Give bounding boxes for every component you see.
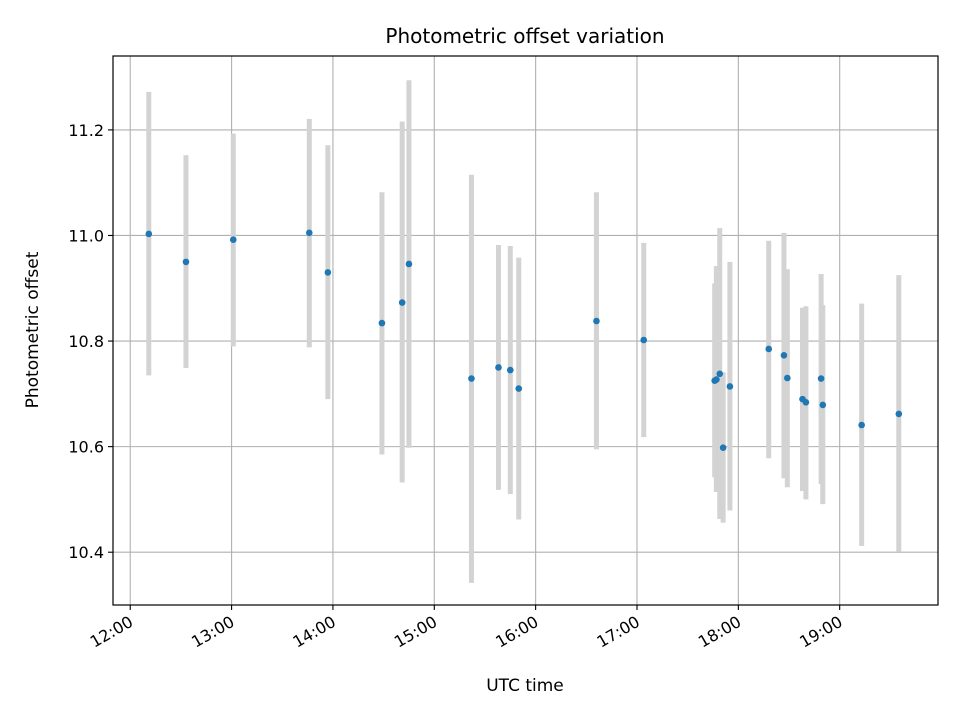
data-point [817,375,825,382]
data-point [182,258,190,266]
data-point [716,370,724,378]
y-tick-label: 11.0 [68,226,104,245]
data-point [784,374,791,382]
data-point [405,260,413,268]
y-tick-label: 10.6 [68,438,104,457]
y-axis-label: Photometric offset [23,251,43,408]
data-points [145,229,903,451]
data-point [229,236,237,244]
data-point [145,230,153,238]
data-point [640,336,648,344]
data-point [858,421,865,429]
plot-frame [112,55,939,606]
data-point [378,319,386,327]
data-point [819,401,827,409]
data-point [515,385,523,392]
data-point [726,383,734,390]
y-tick-label: 10.8 [68,332,104,351]
data-point [305,229,313,237]
data-point [802,398,810,406]
x-axis-label: UTC time [486,676,564,696]
data-point [468,375,475,382]
y-tick-label: 11.2 [68,121,104,140]
data-point [780,352,788,359]
data-point [506,366,514,374]
data-point [713,376,720,383]
chart-title: Photometric offset variation [385,24,664,48]
data-point [593,317,600,325]
y-tick-label: 10.4 [68,543,104,562]
data-point [398,299,406,306]
data-point [324,269,332,276]
data-point [495,364,502,371]
data-point [719,444,727,451]
y-axis-ticks: 10.4 10.6 10.8 11.0 11.2 [68,121,113,562]
data-point [895,410,903,418]
data-point [765,345,773,353]
